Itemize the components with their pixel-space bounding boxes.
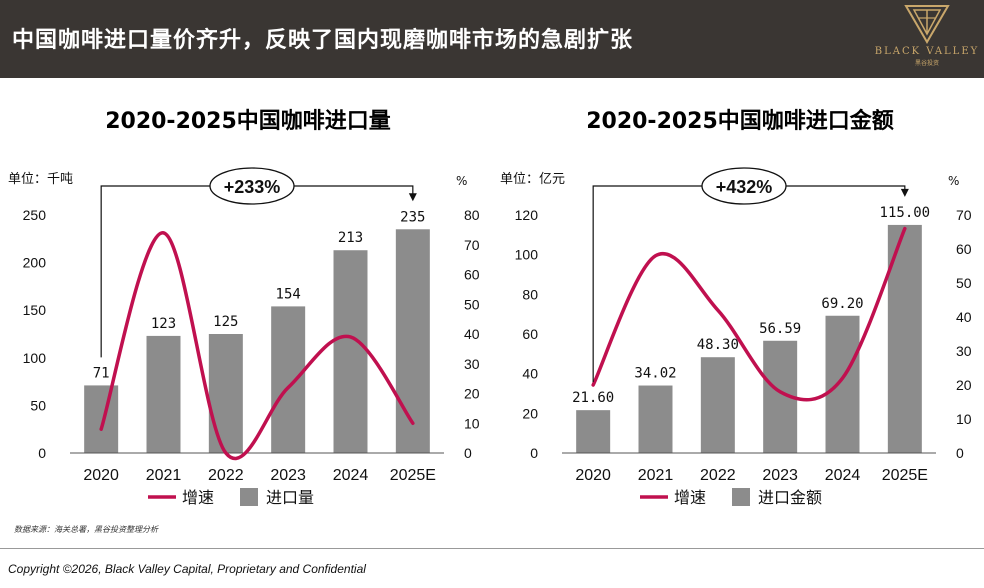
y-right-tick-label: 30: [956, 343, 972, 359]
y-left-tick-label: 20: [522, 405, 538, 421]
growth-callout-ellipse: [701, 167, 787, 205]
bar: [333, 250, 368, 453]
chart-title: 2020-2025中国咖啡进口量: [105, 109, 391, 134]
y-right-tick-label: 70: [956, 207, 972, 223]
chart-panel-import-value: 2020-2025中国咖啡进口金额 单位：亿元% 0 20 40 60 80 100 120 0…: [500, 95, 980, 525]
unit-label-left: 单位：亿元: [500, 172, 565, 187]
x-tick-label: 2022: [700, 467, 736, 484]
bar-data-label: 56.59: [759, 321, 801, 337]
legend-line-label: 增速: [674, 488, 706, 507]
y-left-tick-label: 120: [515, 207, 539, 223]
y-right-tick-label: 80: [464, 207, 480, 223]
copyright-text: Copyright ©2026, Black Valley Capital, P…: [8, 562, 366, 576]
x-tick-label: 2024: [825, 467, 861, 484]
y-right-tick-label: 10: [464, 415, 480, 431]
arrow-down-icon: [408, 193, 417, 202]
growth-rate-line: [99, 231, 415, 461]
unit-label-right: %: [456, 174, 467, 188]
footer-divider: [0, 548, 984, 549]
y-left-tick-label: 200: [23, 255, 47, 271]
bar-data-label: 71: [93, 365, 110, 381]
growth-callout-ellipse: [209, 167, 295, 205]
x-tick-label: 2025E: [390, 467, 436, 484]
chart-panel-import-volume: 2020-2025中国咖啡进口量 单位：千吨% 0 50 100 150 200 250 0 1…: [8, 95, 488, 525]
y-right-tick-label: 60: [956, 241, 972, 257]
bar-data-label: 154: [276, 286, 301, 302]
bar: [825, 315, 860, 453]
x-tick-label: 2023: [762, 467, 798, 484]
y-right-tick-label: 20: [956, 377, 972, 393]
y-right-tick-label: 0: [956, 445, 964, 461]
y-left-tick-label: 80: [522, 286, 538, 302]
growth-callout-label: +432%: [716, 177, 773, 197]
bar-data-label: 123: [151, 316, 176, 332]
bar: [576, 410, 611, 453]
logo-subtext: 黑谷投资: [914, 60, 939, 67]
chart-title: 2020-2025中国咖啡进口金额: [586, 109, 894, 134]
y-left-tick-label: 150: [23, 302, 47, 318]
bar: [208, 334, 243, 453]
x-tick-label: 2022: [208, 467, 244, 484]
page-title: 中国咖啡进口量价齐升，反映了国内现磨咖啡市场的急剧扩张: [12, 28, 634, 53]
bar-data-label: 48.30: [697, 337, 739, 353]
y-right-tick-label: 60: [464, 267, 480, 283]
x-tick-label: 2020: [83, 467, 119, 484]
bar-data-label: 213: [338, 230, 363, 246]
bar-data-label: 34.02: [634, 366, 676, 382]
import-value-chart: 单位：亿元 % 0 20 40 60 80 100 120 0 10 20 30 40 50 60 70 21.6…: [500, 167, 972, 507]
y-right-tick-label: 20: [464, 386, 480, 402]
growth-callout-label: +233%: [224, 177, 281, 197]
bar-data-label: 69.20: [821, 296, 863, 312]
data-source-note: 数据来源：海关总署，黑谷投资整理分析: [14, 525, 158, 534]
y-right-tick-label: 40: [956, 309, 972, 325]
logo-text: BLACK VALLEY: [874, 46, 980, 57]
bar-data-label: 115.00: [880, 205, 931, 221]
y-left-tick-label: 0: [38, 445, 46, 461]
y-right-tick-label: 50: [464, 296, 480, 312]
bar-data-label: 21.60: [572, 390, 614, 406]
y-right-tick-label: 0: [464, 445, 472, 461]
bar: [700, 357, 735, 453]
black-valley-logo: BLACK VALLEY 黑谷投资: [874, 4, 980, 74]
x-tick-label: 2021: [146, 467, 182, 484]
x-tick-label: 2021: [638, 467, 674, 484]
legend-bar-label: 进口量: [266, 488, 314, 507]
header-bar: 中国咖啡进口量价齐升，反映了国内现磨咖啡市场的急剧扩张 BLACK VALLEY…: [0, 0, 984, 78]
legend-line-label: 增速: [182, 488, 214, 507]
import-volume-chart: 单位：千吨 % 0 50 100 150 200 250 0 10 20 30 40 50 60 70 80 71…: [8, 167, 480, 507]
y-left-tick-label: 50: [30, 397, 46, 413]
y-right-tick-label: 50: [956, 275, 972, 291]
y-right-tick-label: 40: [464, 326, 480, 342]
y-right-tick-label: 10: [956, 411, 972, 427]
y-right-tick-label: 70: [464, 237, 480, 253]
x-tick-label: 2023: [270, 467, 306, 484]
arrow-down-icon: [900, 188, 909, 197]
y-left-tick-label: 250: [23, 207, 47, 223]
bar: [395, 229, 430, 453]
growth-rate-line: [591, 226, 907, 402]
bar: [271, 306, 306, 453]
y-left-tick-label: 60: [522, 326, 538, 342]
x-tick-label: 2020: [575, 467, 611, 484]
y-left-tick-label: 100: [515, 247, 539, 263]
bar: [84, 385, 119, 453]
legend-bar-swatch: [240, 488, 258, 506]
unit-label-right: %: [948, 174, 959, 188]
y-left-tick-label: 0: [530, 445, 538, 461]
bar-data-label: 125: [213, 314, 238, 330]
bar: [146, 335, 181, 453]
legend-bar-swatch: [732, 488, 750, 506]
legend-bar-label: 进口金额: [758, 488, 822, 507]
x-tick-label: 2025E: [882, 467, 928, 484]
x-tick-label: 2024: [333, 467, 369, 484]
logo-mark-icon: [904, 5, 950, 44]
y-left-tick-label: 100: [23, 350, 47, 366]
bar-data-label: 235: [400, 209, 425, 225]
bar: [638, 385, 673, 453]
unit-label-left: 单位：千吨: [8, 172, 73, 187]
y-right-tick-label: 30: [464, 356, 480, 372]
y-left-tick-label: 40: [522, 366, 538, 382]
